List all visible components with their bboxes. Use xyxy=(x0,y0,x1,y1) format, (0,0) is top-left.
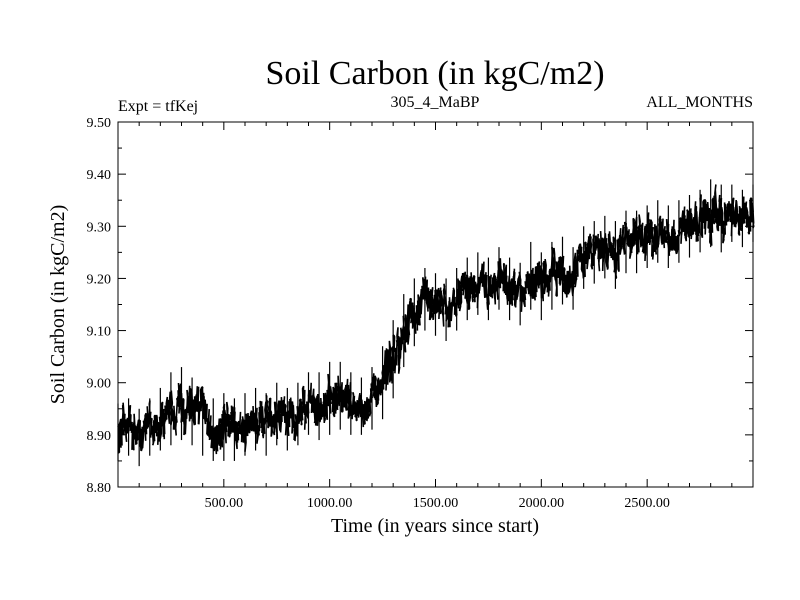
x-tick-label: 2500.00 xyxy=(624,496,670,511)
x-axis-label: Time (in years since start) xyxy=(331,515,539,537)
y-axis-label: Soil Carbon (in kgC/m2) xyxy=(47,205,69,404)
chart-title: Soil Carbon (in kgC/m2) xyxy=(265,55,604,92)
data-series xyxy=(117,179,755,467)
y-tick-label: 8.90 xyxy=(87,429,112,444)
plot-frame xyxy=(117,121,754,488)
x-tick-label: 500.00 xyxy=(205,496,244,511)
y-tick-label: 8.80 xyxy=(87,481,112,496)
x-tick-label: 1000.00 xyxy=(307,496,353,511)
x-axis-ticks: 500.00 1000.00 1500.00 2000.00 2500.00 xyxy=(138,122,733,511)
y-axis-ticks: 8.80 8.90 9.00 9.10 9.20 9.30 9.40 9.50 xyxy=(87,116,753,496)
y-tick-label: 9.40 xyxy=(87,168,112,183)
y-tick-label: 9.50 xyxy=(87,116,112,131)
y-tick-label: 9.30 xyxy=(87,220,112,235)
y-tick-label: 9.20 xyxy=(87,272,112,287)
period-label: 305_4_MaBP xyxy=(391,94,480,111)
x-tick-label: 1500.00 xyxy=(413,496,459,511)
y-tick-label: 9.00 xyxy=(87,377,112,392)
y-tick-label: 9.10 xyxy=(87,325,112,340)
experiment-label: Expt = tfKej xyxy=(118,98,198,115)
x-tick-label: 2000.00 xyxy=(519,496,565,511)
months-label: ALL_MONTHS xyxy=(646,94,753,111)
